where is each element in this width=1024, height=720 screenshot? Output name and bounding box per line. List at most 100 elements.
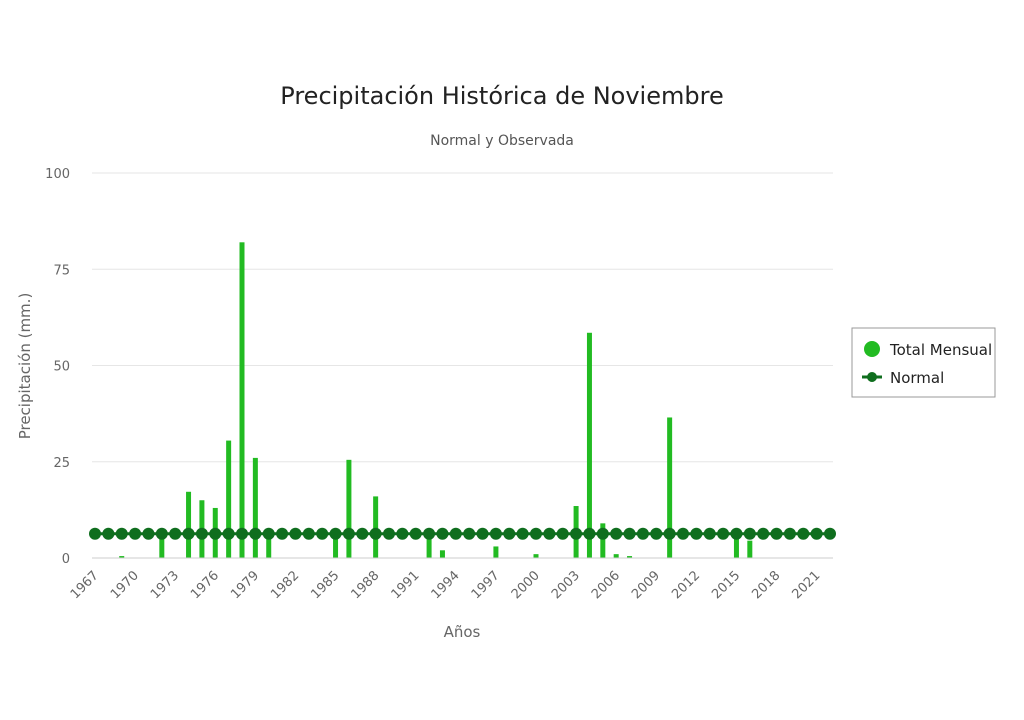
normal-point[interactable] — [383, 527, 395, 540]
legend-item-total-mensual[interactable]: Total Mensual — [864, 341, 992, 359]
normal-point[interactable] — [530, 527, 542, 540]
normal-point[interactable] — [155, 527, 168, 540]
bar[interactable] — [333, 534, 339, 558]
bar[interactable] — [586, 332, 592, 558]
normal-point[interactable] — [556, 527, 569, 540]
normal-point[interactable] — [583, 527, 596, 540]
bar[interactable] — [667, 417, 673, 558]
normal-point[interactable] — [115, 527, 128, 540]
normal-point[interactable] — [636, 527, 649, 540]
x-tick-label: 2003 — [549, 568, 583, 602]
bar[interactable] — [733, 534, 739, 558]
normal-point[interactable] — [356, 527, 369, 540]
y-tick-label: 0 — [62, 552, 70, 567]
legend-total-mensual-label: Total Mensual — [889, 341, 992, 359]
normal-point[interactable] — [89, 527, 101, 540]
bar[interactable] — [186, 491, 192, 558]
normal-point[interactable] — [516, 527, 529, 540]
legend-normal-label: Normal — [890, 369, 944, 387]
y-tick-label: 25 — [53, 456, 70, 471]
normal-point[interactable] — [677, 527, 689, 540]
normal-point[interactable] — [436, 527, 449, 540]
normal-point[interactable] — [423, 527, 436, 540]
normal-point[interactable] — [142, 527, 155, 540]
bar[interactable] — [239, 242, 245, 559]
normal-point[interactable] — [182, 527, 195, 540]
bar[interactable] — [252, 457, 258, 558]
bar[interactable] — [627, 556, 633, 558]
normal-point[interactable] — [249, 527, 262, 540]
legend-item-normal[interactable]: Normal — [862, 369, 944, 387]
normal-point[interactable] — [449, 527, 462, 540]
normal-point[interactable] — [783, 527, 796, 540]
normal-point[interactable] — [369, 527, 382, 540]
bar[interactable] — [493, 546, 499, 558]
normal-point[interactable] — [770, 527, 783, 540]
x-tick-label: 2009 — [629, 568, 663, 602]
normal-point[interactable] — [690, 527, 703, 540]
normal-point[interactable] — [236, 527, 248, 540]
normal-point[interactable] — [102, 527, 115, 540]
normal-point[interactable] — [409, 527, 422, 540]
normal-point[interactable] — [810, 527, 823, 540]
x-tick-label: 2000 — [509, 568, 543, 602]
normal-point[interactable] — [797, 527, 810, 540]
normal-point[interactable] — [289, 527, 302, 540]
normal-point[interactable] — [623, 527, 636, 540]
x-tick-label: 2021 — [789, 568, 823, 602]
bar[interactable] — [600, 523, 606, 558]
normal-point[interactable] — [222, 527, 235, 540]
normal-point[interactable] — [824, 527, 836, 540]
x-tick-label: 2006 — [589, 568, 623, 602]
normal-point[interactable] — [610, 527, 623, 540]
normal-point[interactable] — [757, 527, 770, 540]
y-tick-label: 100 — [45, 167, 70, 182]
bar[interactable] — [266, 534, 272, 558]
normal-point[interactable] — [503, 527, 516, 540]
chart-title: Precipitación Histórica de Noviembre — [280, 82, 723, 110]
legend-normal-marker — [867, 372, 877, 382]
normal-point[interactable] — [717, 527, 730, 540]
bar[interactable] — [747, 540, 753, 558]
normal-point[interactable] — [396, 527, 409, 540]
normal-point[interactable] — [262, 527, 275, 540]
normal-point[interactable] — [703, 527, 716, 540]
normal-point[interactable] — [169, 527, 182, 540]
normal-line-series — [89, 527, 836, 540]
bar[interactable] — [346, 459, 352, 558]
normal-point[interactable] — [596, 527, 609, 540]
normal-point[interactable] — [463, 527, 476, 540]
normal-point[interactable] — [195, 527, 208, 540]
bar[interactable] — [159, 532, 165, 558]
normal-point[interactable] — [743, 527, 756, 540]
x-tick-label: 1985 — [308, 568, 342, 602]
normal-point[interactable] — [650, 527, 663, 540]
normal-point[interactable] — [129, 527, 142, 540]
bar[interactable] — [373, 496, 379, 558]
bar[interactable] — [439, 550, 445, 558]
normal-point[interactable] — [209, 527, 222, 540]
normal-point[interactable] — [276, 527, 289, 540]
y-tick-label: 75 — [53, 263, 70, 278]
bar[interactable] — [613, 554, 619, 558]
x-tick-label: 1997 — [469, 568, 503, 602]
bar[interactable] — [426, 532, 432, 558]
normal-point[interactable] — [489, 527, 502, 540]
normal-point[interactable] — [342, 527, 355, 540]
normal-point[interactable] — [302, 527, 315, 540]
normal-point[interactable] — [730, 527, 743, 540]
normal-point[interactable] — [316, 527, 329, 540]
bar[interactable] — [226, 440, 232, 558]
bar-series — [119, 242, 753, 559]
normal-point[interactable] — [663, 527, 676, 540]
normal-point[interactable] — [476, 527, 489, 540]
y-axis-ticks: 0 25 50 75 100 — [45, 167, 70, 567]
normal-point[interactable] — [543, 527, 556, 540]
x-tick-label: 1967 — [68, 568, 102, 602]
normal-point[interactable] — [329, 527, 342, 540]
bar[interactable] — [533, 554, 539, 558]
x-tick-label: 1973 — [148, 568, 182, 602]
x-tick-label: 1982 — [268, 568, 302, 602]
normal-point[interactable] — [570, 527, 583, 540]
bar[interactable] — [119, 556, 125, 558]
